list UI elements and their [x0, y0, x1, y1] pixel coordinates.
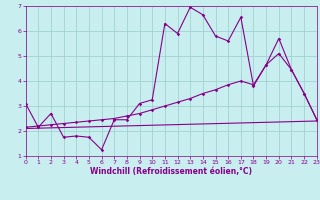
- X-axis label: Windchill (Refroidissement éolien,°C): Windchill (Refroidissement éolien,°C): [90, 167, 252, 176]
